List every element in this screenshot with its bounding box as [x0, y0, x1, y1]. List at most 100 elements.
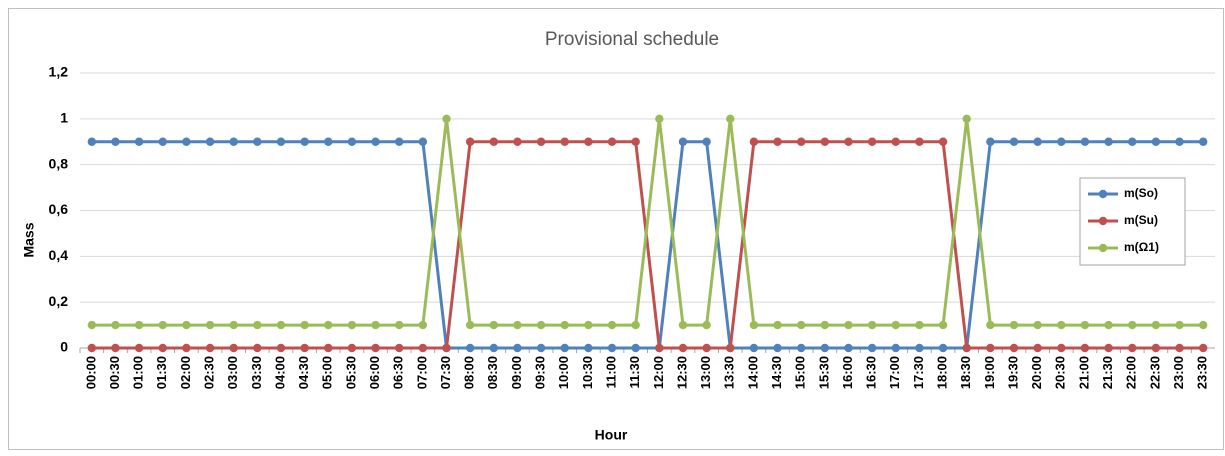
x-tick-label: 20:30	[1053, 356, 1068, 389]
data-point	[371, 343, 380, 353]
data-point	[726, 343, 735, 353]
x-tick-label: 00:00	[83, 356, 98, 389]
data-point	[915, 343, 924, 353]
data-point	[962, 114, 971, 124]
x-tick-label: 08:00	[462, 356, 477, 389]
data-point	[560, 137, 569, 146]
data-point	[678, 343, 688, 353]
legend-label: m(So)	[1124, 186, 1158, 200]
data-point	[631, 320, 640, 330]
data-point	[134, 320, 144, 330]
x-tick-label: 23:30	[1195, 356, 1210, 389]
data-point	[513, 343, 522, 353]
data-point	[844, 137, 853, 146]
data-point	[702, 343, 711, 353]
data-point	[465, 343, 475, 353]
data-point	[465, 320, 475, 330]
data-point	[796, 320, 806, 330]
data-point	[844, 320, 853, 330]
data-point	[111, 343, 120, 353]
data-point	[347, 137, 357, 146]
data-point	[891, 343, 900, 353]
data-point	[134, 137, 144, 146]
data-point	[796, 137, 806, 146]
data-point	[773, 320, 782, 330]
data-point	[749, 343, 759, 353]
x-tick-label: 04:30	[296, 356, 311, 389]
chart-frame	[8, 8, 1224, 450]
x-tick-label: 15:30	[816, 356, 831, 389]
data-point	[465, 137, 475, 146]
data-point	[773, 343, 782, 353]
data-point	[276, 137, 286, 146]
data-point	[300, 320, 309, 330]
x-tick-label: 04:00	[272, 356, 287, 389]
data-point	[1104, 343, 1113, 353]
data-point	[584, 320, 593, 330]
data-point	[347, 343, 357, 353]
data-point	[158, 343, 167, 353]
data-point	[182, 343, 191, 353]
x-tick-label: 20:00	[1029, 356, 1044, 389]
data-point	[158, 320, 167, 330]
data-point	[418, 137, 428, 146]
x-tick-label: 21:00	[1076, 356, 1091, 389]
data-point	[584, 137, 593, 146]
data-point	[276, 343, 286, 353]
x-tick-label: 17:00	[887, 356, 902, 389]
data-point	[300, 137, 309, 146]
data-point	[253, 320, 262, 330]
data-point	[1080, 320, 1090, 330]
data-point	[1151, 343, 1161, 353]
data-point	[1057, 343, 1066, 353]
data-point	[631, 343, 640, 353]
data-point	[938, 137, 948, 146]
data-point	[867, 320, 877, 330]
x-tick-label: 14:00	[745, 356, 760, 389]
data-point	[395, 320, 404, 330]
data-point	[513, 137, 522, 146]
data-point	[915, 320, 924, 330]
x-tick-label: 18:30	[958, 356, 973, 389]
x-tick-label: 06:00	[367, 356, 382, 389]
legend-label: m(Su)	[1124, 213, 1158, 227]
x-tick-label: 22:30	[1147, 356, 1162, 389]
data-point	[560, 320, 569, 330]
data-point	[1009, 320, 1019, 330]
data-point	[655, 343, 664, 353]
data-point	[1033, 343, 1042, 353]
x-tick-label: 13:00	[698, 356, 713, 389]
legend-marker	[1098, 189, 1108, 199]
data-point	[655, 114, 664, 124]
x-tick-label: 19:00	[982, 356, 997, 389]
data-point	[300, 343, 309, 353]
x-tick-label: 11:00	[603, 356, 618, 389]
x-tick-label: 05:30	[343, 356, 358, 389]
y-axis-label: Mass	[21, 222, 37, 257]
data-point	[1057, 320, 1066, 330]
data-point	[253, 343, 262, 353]
data-point	[1057, 137, 1066, 146]
data-point	[631, 137, 640, 146]
y-tick-label: 1	[60, 110, 68, 126]
x-tick-label: 10:30	[580, 356, 595, 389]
legend-marker	[1098, 216, 1108, 226]
data-point	[87, 343, 97, 353]
data-point	[915, 137, 924, 146]
data-point	[1128, 343, 1137, 353]
data-point	[371, 320, 380, 330]
data-point	[395, 343, 404, 353]
data-point	[489, 343, 499, 353]
data-point	[678, 320, 688, 330]
x-tick-label: 09:00	[509, 356, 524, 389]
x-tick-label: 02:00	[178, 356, 193, 389]
data-point	[1198, 343, 1208, 353]
data-point	[962, 343, 971, 353]
data-point	[1104, 137, 1113, 146]
data-point	[607, 343, 617, 353]
x-tick-label: 15:00	[793, 356, 808, 389]
data-point	[1033, 320, 1042, 330]
legend-marker	[1098, 243, 1108, 253]
data-point	[844, 343, 853, 353]
y-tick-label: 0	[60, 339, 68, 355]
